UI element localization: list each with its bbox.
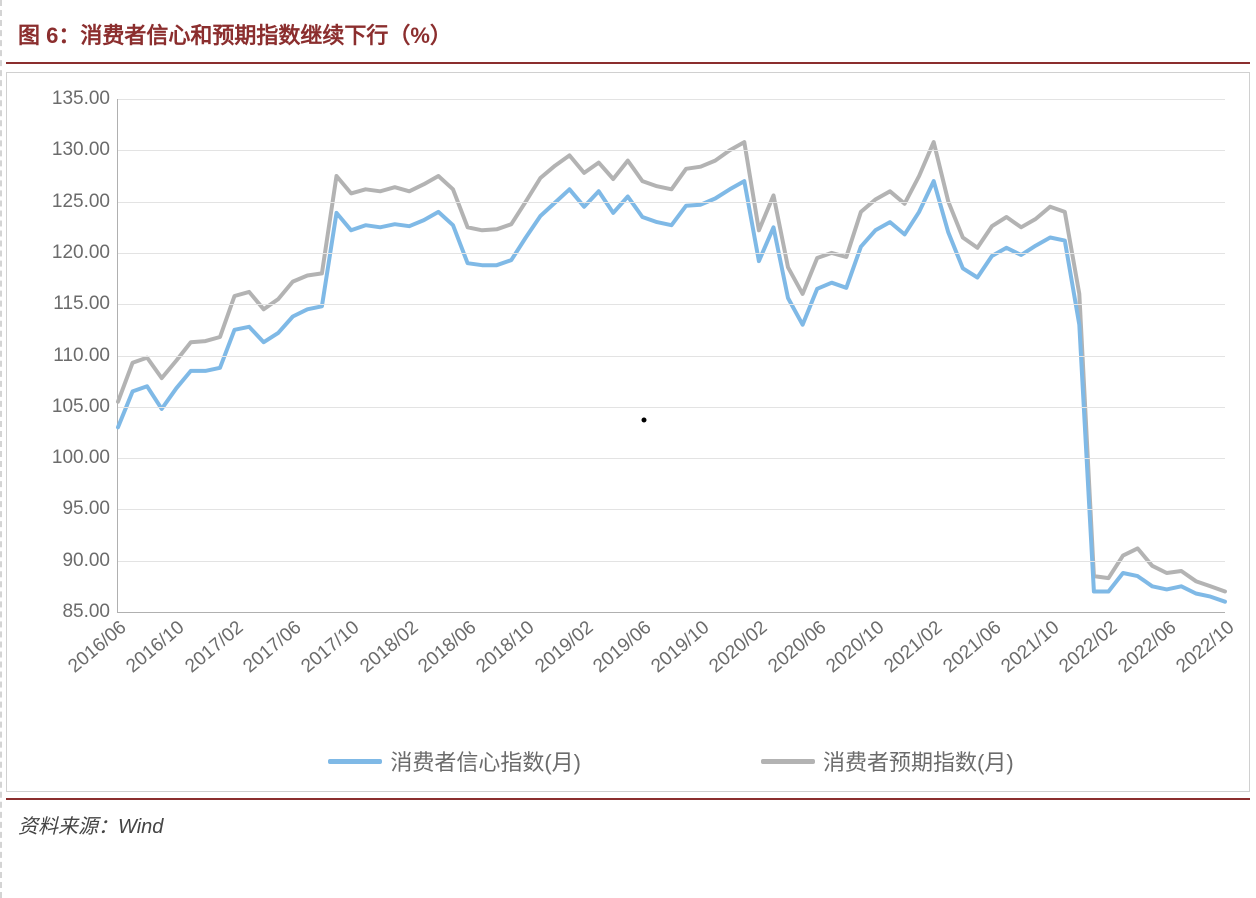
- x-tick-label: 2016/10: [123, 617, 190, 678]
- gridline: [118, 458, 1225, 459]
- legend-item-confidence: 消费者信心指数(月): [328, 745, 581, 777]
- x-tick-label: 2020/10: [822, 617, 889, 678]
- chart-container: 85.00 90.00 95.00 100.00 105.00 110.00 115.00 1…: [6, 72, 1250, 792]
- x-axis-labels: 2016/062016/102017/022017/062017/102018/…: [117, 617, 1225, 727]
- y-tick-label: 130.00: [52, 139, 110, 161]
- legend-swatch-confidence: [328, 759, 382, 764]
- legend-swatch-expectation: [761, 759, 815, 764]
- gridline: [118, 99, 1225, 100]
- line-expectation: [118, 142, 1225, 591]
- x-tick-label: 2019/06: [589, 617, 656, 678]
- x-tick-label: 2021/02: [881, 617, 948, 678]
- y-tick-label: 100.00: [52, 447, 110, 469]
- x-tick-label: 2017/02: [181, 617, 248, 678]
- plot-area: 85.0090.0095.00100.00105.00110.00115.001…: [117, 99, 1225, 613]
- gridline: [118, 304, 1225, 305]
- x-tick-label: 2018/02: [356, 617, 423, 678]
- source-label: 资料来源：Wind: [0, 800, 1256, 839]
- x-tick-label: 2020/02: [706, 617, 773, 678]
- y-tick-label: 95.00: [62, 498, 110, 520]
- gridline: [118, 509, 1225, 510]
- legend-label-confidence: 消费者信心指数(月): [390, 745, 581, 777]
- x-tick-label: 2020/06: [764, 617, 831, 678]
- x-tick-label: 2021/06: [939, 617, 1006, 678]
- top-divider: [6, 62, 1250, 64]
- x-tick-label: 2018/06: [414, 617, 481, 678]
- x-tick-label: 2018/10: [473, 617, 540, 678]
- figure-title: 图 6：消费者信心和预期指数继续下行（%）: [0, 0, 1256, 62]
- x-tick-label: 2021/10: [997, 617, 1064, 678]
- x-tick-label: 2017/06: [239, 617, 306, 678]
- legend-label-expectation: 消费者预期指数(月): [823, 745, 1014, 777]
- gridline: [118, 561, 1225, 562]
- gridline: [118, 407, 1225, 408]
- x-tick-label: 2022/02: [1056, 617, 1123, 678]
- gridline: [118, 202, 1225, 203]
- x-tick-label: 2019/10: [648, 617, 715, 678]
- gridline: [118, 150, 1225, 151]
- x-tick-label: 2017/10: [298, 617, 365, 678]
- chart-inner: 85.00 90.00 95.00 100.00 105.00 110.00 115.00 1…: [21, 89, 1235, 783]
- legend-item-expectation: 消费者预期指数(月): [761, 745, 1014, 777]
- line-confidence: [118, 181, 1225, 602]
- y-tick-label: 105.00: [52, 396, 110, 418]
- x-tick-label: 2022/10: [1172, 617, 1239, 678]
- left-dash-border: [0, 0, 2, 898]
- x-tick-label: 2022/06: [1114, 617, 1181, 678]
- y-tick-label: 125.00: [52, 191, 110, 213]
- marker-dot: [641, 418, 646, 423]
- y-tick-label: 135.00: [52, 88, 110, 110]
- x-tick-label: 2019/02: [531, 617, 598, 678]
- y-tick-label: 115.00: [53, 293, 110, 315]
- gridline: [118, 356, 1225, 357]
- gridline: [118, 253, 1225, 254]
- y-tick-label: 120.00: [52, 242, 110, 264]
- y-tick-label: 85.00: [62, 601, 110, 623]
- x-tick-label: 2016/06: [64, 617, 131, 678]
- y-tick-label: 110.00: [53, 345, 110, 367]
- legend: 消费者信心指数(月) 消费者预期指数(月): [117, 745, 1225, 777]
- y-tick-label: 90.00: [62, 550, 110, 572]
